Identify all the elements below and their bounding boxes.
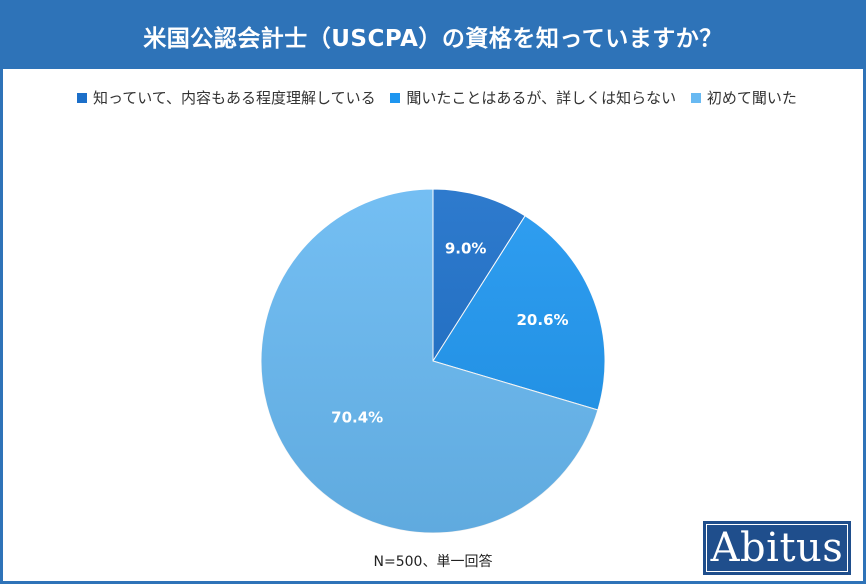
legend-item-1: 聞いたことはあるが、詳しくは知らない <box>390 87 676 108</box>
chart-title: 米国公認会計士（USCPA）の資格を知っていますか？ <box>143 26 723 52</box>
legend-label-2: 初めて聞いた <box>706 89 797 107</box>
pie-label-2: 70.4% <box>331 409 383 427</box>
pie-slices <box>260 188 606 534</box>
legend-label-0: 知っていて、内容もある程度理解している <box>93 89 376 107</box>
legend-item-0: 知っていて、内容もある程度理解している <box>77 87 376 108</box>
sample-note: N=500、単一回答 <box>373 554 493 570</box>
legend-swatch-0 <box>77 92 87 103</box>
abitus-logo: Abitus <box>703 521 851 575</box>
legend-item-2: 初めて聞いた <box>690 87 797 108</box>
pie-label-0: 9.0% <box>445 240 487 258</box>
pie-chart: 9.0% 20.6% 70.4% <box>260 188 606 534</box>
legend-label-1: 聞いたことはあるが、詳しくは知らない <box>406 89 677 107</box>
logo-text: Abitus <box>710 525 844 571</box>
legend-swatch-2 <box>690 92 701 103</box>
legend-swatch-1 <box>390 92 401 103</box>
pie-labels: 9.0% 20.6% 70.4% <box>331 240 568 427</box>
pie-label-1: 20.6% <box>517 311 569 329</box>
pie-shade <box>261 189 605 533</box>
legend: 知っていて、内容もある程度理解している 聞いたことはあるが、詳しくは知らない 初… <box>77 87 817 125</box>
title-bar: 米国公認会計士（USCPA）の資格を知っていますか？ <box>3 3 863 69</box>
